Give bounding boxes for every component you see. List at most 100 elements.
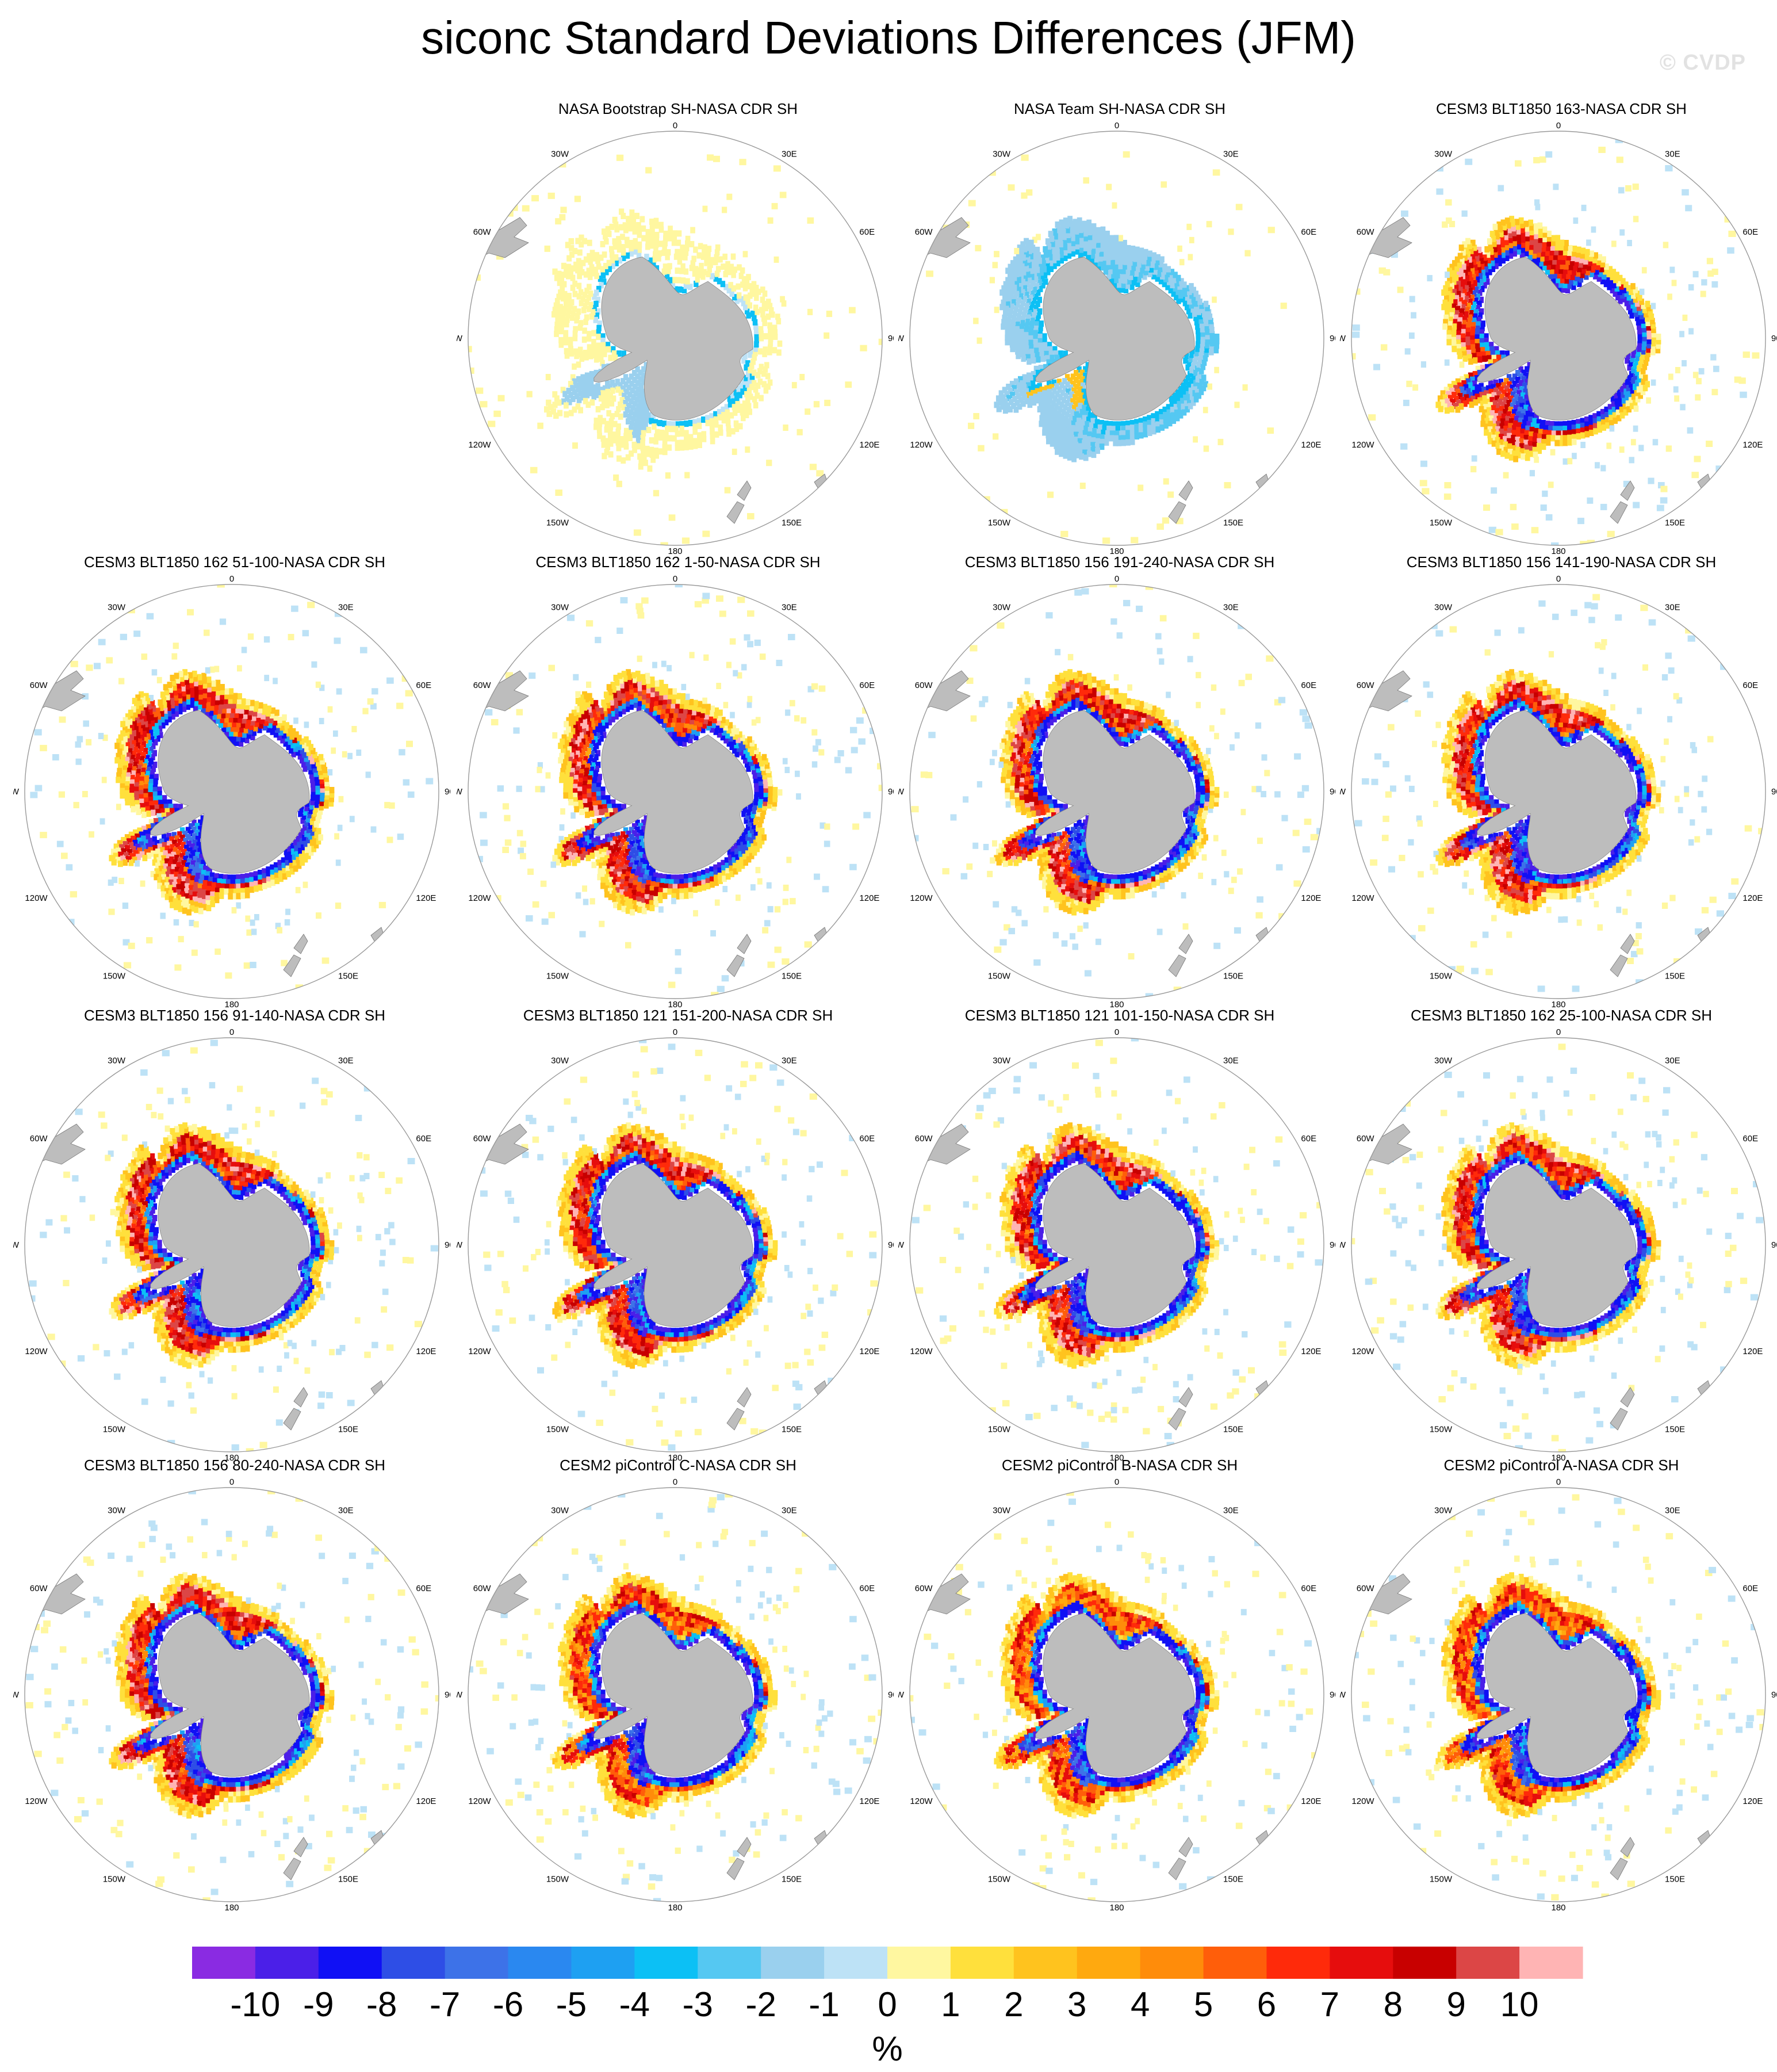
new-zealand-south-landmass — [726, 1408, 745, 1431]
longitude-label: 120E — [859, 1796, 879, 1806]
longitude-label: 120W — [1351, 1347, 1374, 1356]
longitude-label: 30W — [993, 150, 1011, 159]
longitude-label: 60W — [915, 1134, 933, 1144]
longitude-label: 90E — [888, 787, 894, 797]
longitude-label: 120E — [1301, 1796, 1321, 1806]
longitude-label: 150E — [1223, 518, 1243, 527]
longitude-label: 60W — [915, 227, 933, 237]
sea-ice-std-difference-field — [910, 151, 1287, 544]
antarctica-landmass — [1035, 1163, 1195, 1327]
longitude-label: 150W — [546, 1424, 569, 1434]
new-zealand-north-landmass — [737, 1387, 752, 1408]
longitude-label: 150W — [1430, 1424, 1453, 1434]
longitude-label: 0 — [673, 1027, 677, 1037]
new-zealand-north-landmass — [1620, 1837, 1635, 1857]
sea-ice-std-difference-field — [1351, 1043, 1764, 1452]
longitude-label: 30W — [551, 150, 569, 159]
panel-title: CESM3 BLT1850 156 91-140-NASA CDR SH — [83, 1007, 386, 1024]
longitude-label: 0 — [229, 574, 234, 584]
longitude-label: 60W — [915, 681, 933, 690]
longitude-label: 150E — [1223, 971, 1243, 981]
longitude-label: 150E — [1223, 1874, 1243, 1884]
map-panel: CESM3 BLT1850 162 1-50-NASA CDR SH 0 30E 60… — [457, 552, 899, 1010]
longitude-label: 150E — [338, 1874, 358, 1884]
longitude-label: 180 — [668, 546, 682, 556]
longitude-label: 120E — [1742, 1796, 1763, 1806]
new-zealand-south-landmass — [1168, 954, 1186, 977]
longitude-label: 60E — [416, 1584, 431, 1593]
longitude-label: 60E — [1301, 227, 1316, 237]
polar-stereographic-map: 0 30E 60E 90E 120E 150E 180 150W 120W 90W 60W 30W — [898, 121, 1335, 556]
antarctica-landmass — [1477, 257, 1637, 420]
map-boundary-circle — [24, 1487, 439, 1902]
colorbar-box — [1203, 1947, 1267, 1979]
panel-title: NASA Team SH-NASA CDR SH — [1014, 100, 1225, 117]
cvdp-watermark: © CVDP — [1659, 51, 1746, 75]
longitude-label: 60W — [30, 1584, 48, 1593]
longitude-label: 180 — [1551, 1903, 1565, 1913]
map-boundary-circle — [468, 584, 883, 999]
longitude-label: 90W — [898, 334, 905, 343]
longitude-label: 30E — [1665, 603, 1680, 613]
polar-stereographic-map: 0 30E 60E 90E 120E 150E 180 150W 120W 90W 60W 30W — [457, 1477, 894, 1913]
colorbar-box — [571, 1947, 635, 1979]
south-america-landmass — [1351, 1573, 1412, 1615]
new-zealand-north-landmass — [1178, 934, 1193, 954]
sea-ice-std-difference-field — [910, 1489, 1319, 1902]
longitude-label: 150W — [1430, 971, 1453, 981]
colorbar-box — [1330, 1947, 1393, 1979]
colorbar-box — [192, 1947, 256, 1979]
longitude-label: 30W — [993, 603, 1011, 613]
new-zealand-north-landmass — [293, 1837, 308, 1857]
longitude-label: 120W — [25, 1347, 48, 1356]
panel-title: CESM3 BLT1850 121 101-150-NASA CDR SH — [964, 1007, 1275, 1024]
colorbar-box — [1266, 1947, 1330, 1979]
longitude-label: 30E — [782, 150, 797, 159]
longitude-label: 30E — [782, 603, 797, 613]
map-boundary-circle — [1351, 1037, 1766, 1452]
longitude-label: 180 — [1109, 1453, 1124, 1463]
colorbar-tick-label: 1 — [941, 1985, 960, 2024]
polar-stereographic-map: 0 30E 60E 90E 120E 150E 180 150W 120W 90W 60W 30W — [457, 574, 894, 1010]
longitude-label: 150W — [1430, 1874, 1453, 1884]
sea-ice-std-difference-field — [25, 584, 434, 991]
colorbar-tick-label: -9 — [303, 1985, 334, 2024]
south-america-landmass — [468, 1573, 529, 1615]
longitude-label: 0 — [1556, 1477, 1561, 1487]
colorbar-box — [950, 1947, 1014, 1979]
longitude-label: 30E — [1223, 150, 1239, 159]
map-boundary-circle — [468, 131, 883, 546]
colorbar-tick-label: -1 — [809, 1985, 839, 2024]
tasmania-landmass — [1697, 473, 1713, 494]
colorbar-tick-label: -10 — [231, 1985, 281, 2024]
longitude-label: 0 — [229, 1027, 234, 1037]
tasmania-landmass — [370, 927, 386, 947]
map-panel: CESM3 BLT1850 162 51-100-NASA CDR SH 0 30E… — [13, 552, 456, 1010]
longitude-label: 90E — [888, 334, 894, 343]
colorbar-box — [318, 1947, 382, 1979]
map-boundary-circle — [468, 1487, 883, 1902]
colorbar-tick-label: 7 — [1320, 1985, 1339, 2024]
longitude-label: 60W — [915, 1584, 933, 1593]
longitude-label: 120E — [416, 893, 436, 903]
longitude-label: 60W — [1357, 227, 1375, 237]
sea-ice-std-difference-field — [468, 584, 882, 999]
longitude-label: 120W — [910, 1796, 933, 1806]
longitude-label: 90E — [1771, 334, 1777, 343]
longitude-label: 120W — [1351, 1796, 1374, 1806]
longitude-label: 0 — [229, 1477, 234, 1487]
colorbar-tick-label: 9 — [1446, 1985, 1465, 2024]
longitude-label: 0 — [673, 574, 677, 584]
longitude-label: 150W — [1430, 518, 1453, 527]
south-america-landmass — [1351, 1123, 1412, 1165]
south-america-landmass — [1351, 670, 1412, 712]
longitude-label: 120E — [859, 1347, 879, 1356]
south-america-landmass — [25, 670, 86, 712]
sea-ice-std-difference-field — [468, 154, 882, 545]
longitude-label: 150W — [546, 971, 569, 981]
panel-title: CESM3 BLT1850 156 141-190-NASA CDR SH — [1406, 553, 1717, 571]
longitude-label: 90W — [13, 1690, 20, 1700]
colorbar-tick-label: 4 — [1131, 1985, 1150, 2024]
antarctica-landmass — [593, 710, 753, 874]
longitude-label: 150E — [338, 971, 358, 981]
